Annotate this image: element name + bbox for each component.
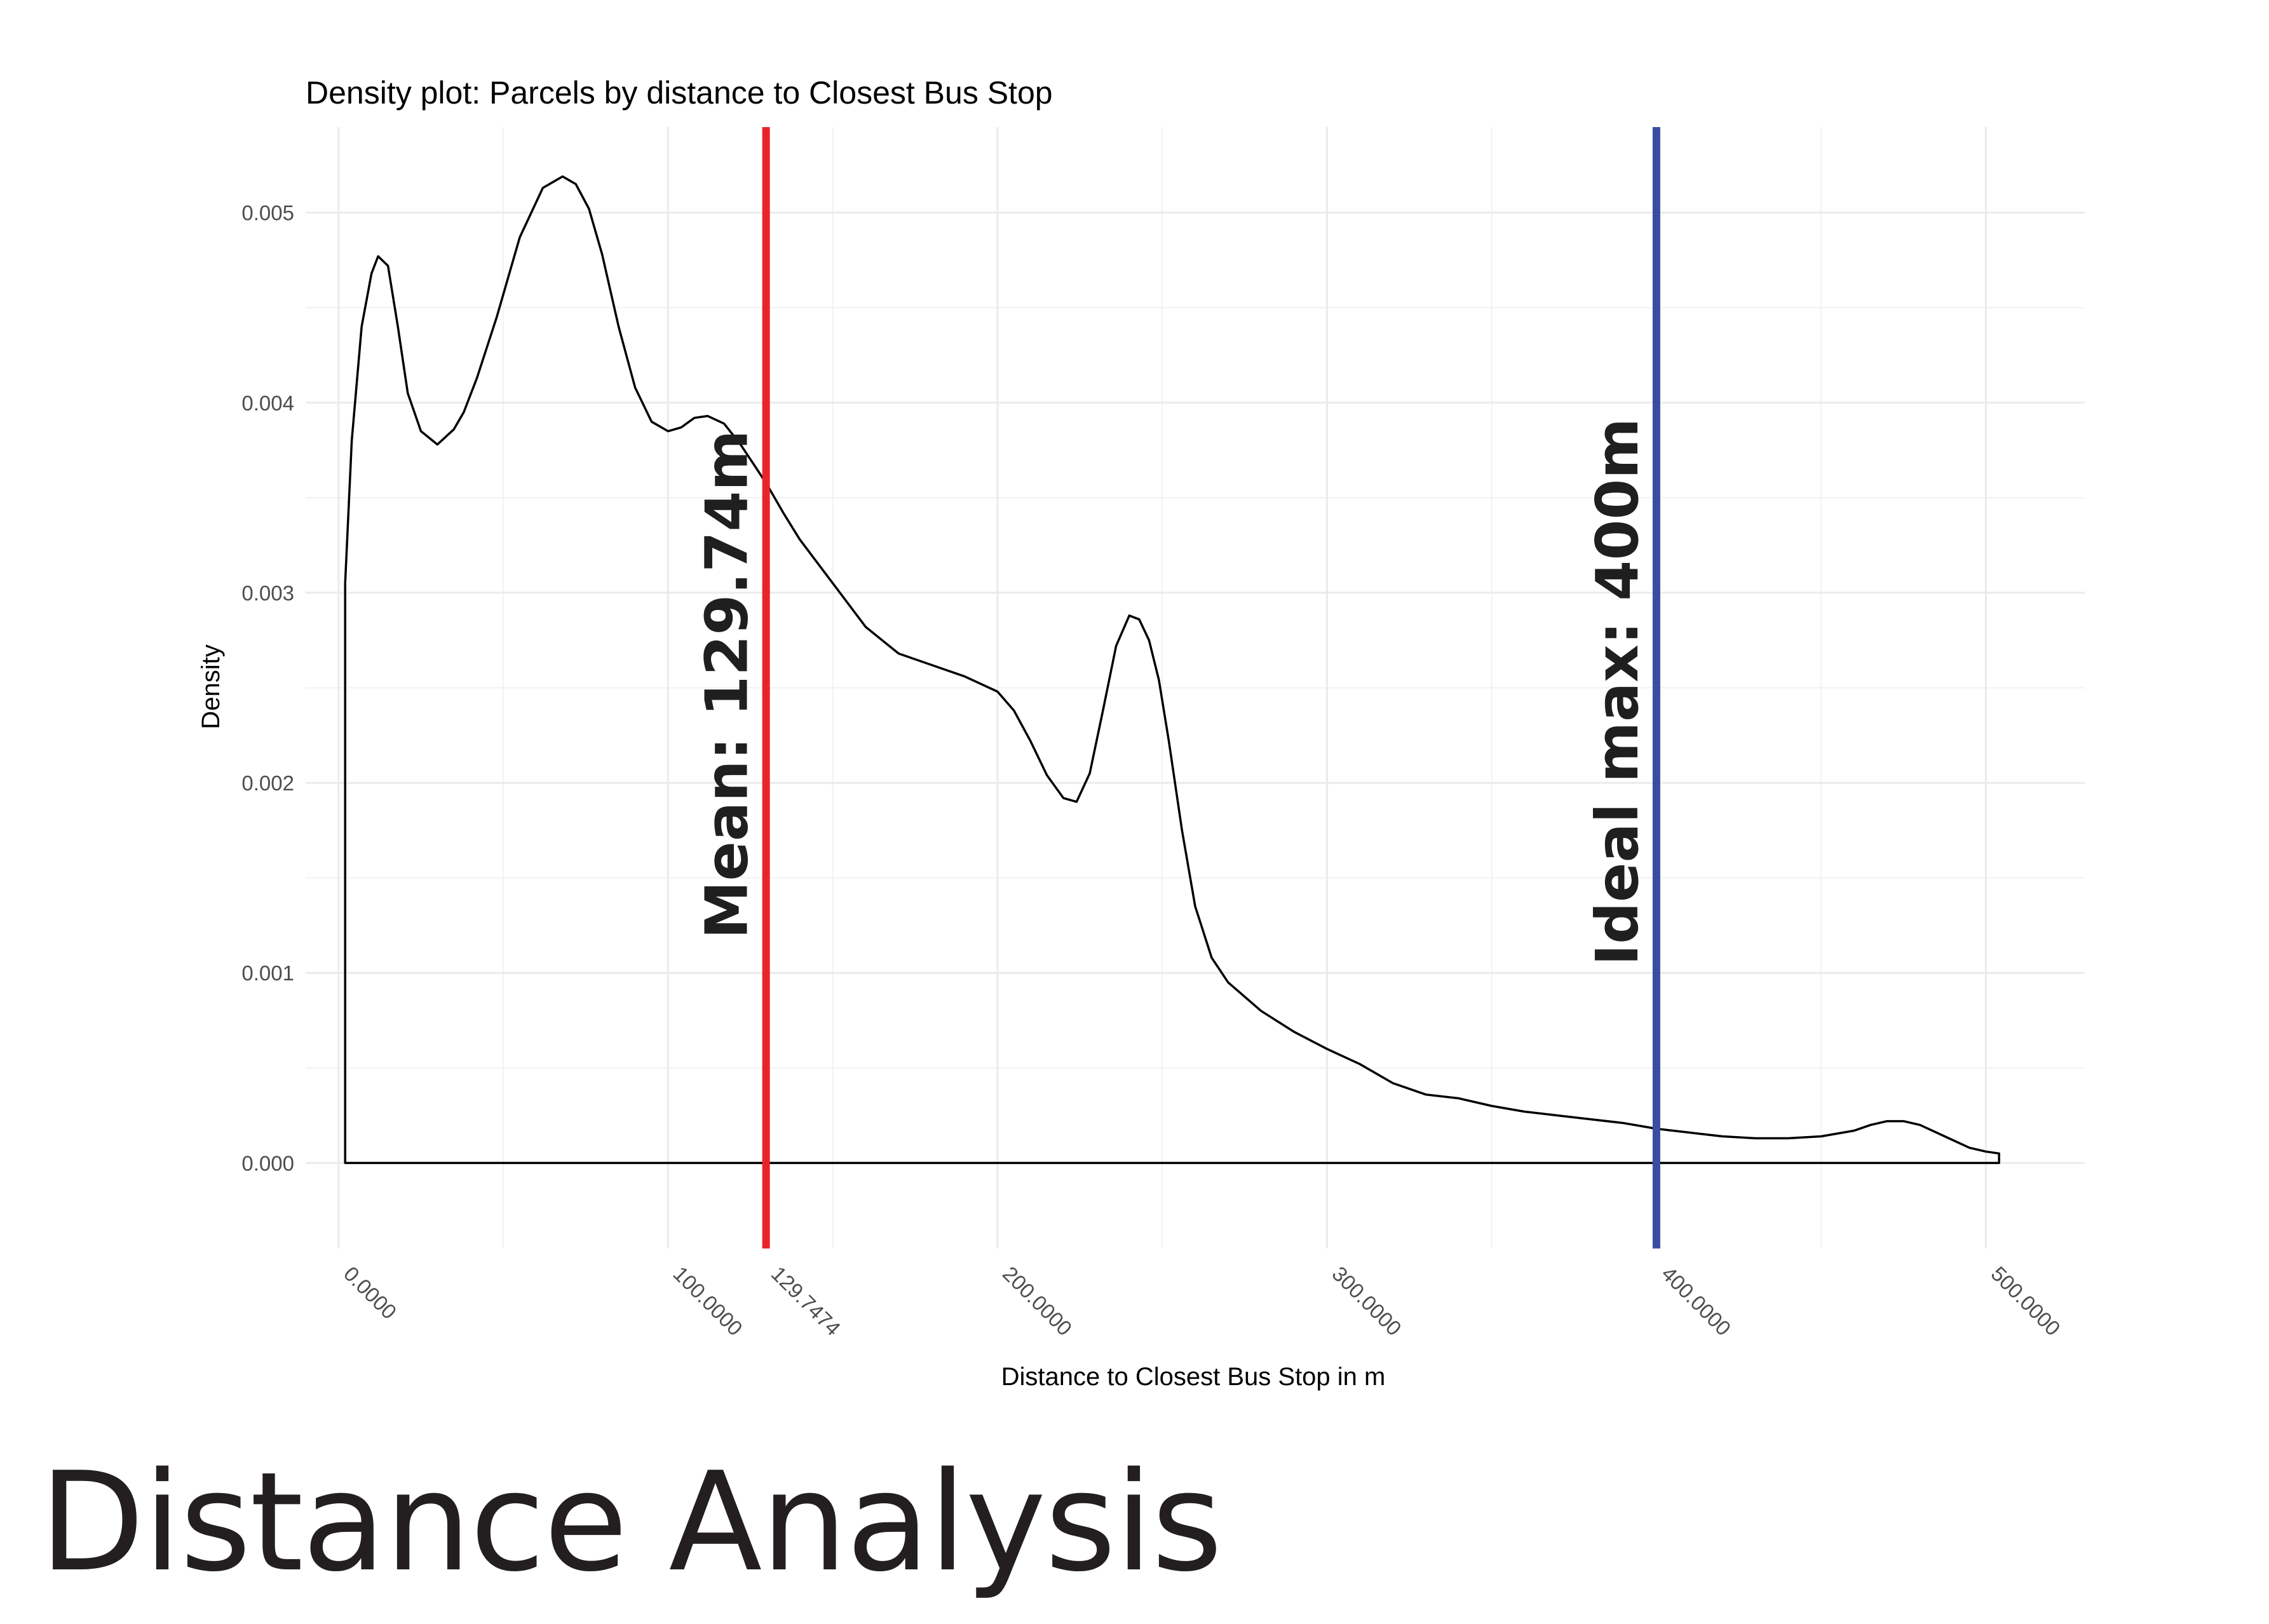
x-tick-label: 129.7474 [767,1262,845,1340]
chart-title: Density plot: Parcels by distance to Clo… [306,75,1053,111]
reference-line-label: Ideal max: 400m [1583,418,1651,966]
density-curve [344,175,2000,1165]
reference-line-label: Mean: 129.74m [693,430,761,939]
y-tick-label: 0.000 [241,1151,294,1175]
x-axis: 0.0000 100.0000 129.7474 200.0000 300.0000 40… [339,1262,2065,1340]
y-axis: 0.000 0.001 0.002 0.003 0.004 0.005 [241,201,294,1175]
reference-lines: Mean: 129.74m Ideal max: 400m [693,127,1660,1248]
x-tick-label: 500.0000 [1986,1262,2064,1340]
grid [306,127,2085,1248]
y-tick-label: 0.005 [241,201,294,225]
y-tick-label: 0.003 [241,581,294,605]
density-curves [344,175,2000,1165]
y-axis-label: Density [197,644,225,729]
x-tick-label: 0.0000 [339,1262,402,1324]
page-heading: Distance Analysis [39,1442,1223,1602]
x-axis-label: Distance to Closest Bus Stop in m [1001,1363,1386,1391]
y-tick-label: 0.001 [241,961,294,985]
y-tick-label: 0.002 [241,771,294,795]
x-tick-label: 400.0000 [1657,1262,1735,1340]
x-tick-label: 200.0000 [998,1262,1076,1340]
x-tick-label: 300.0000 [1327,1262,1405,1340]
y-tick-label: 0.004 [241,391,294,415]
x-tick-label: 100.0000 [668,1262,747,1340]
